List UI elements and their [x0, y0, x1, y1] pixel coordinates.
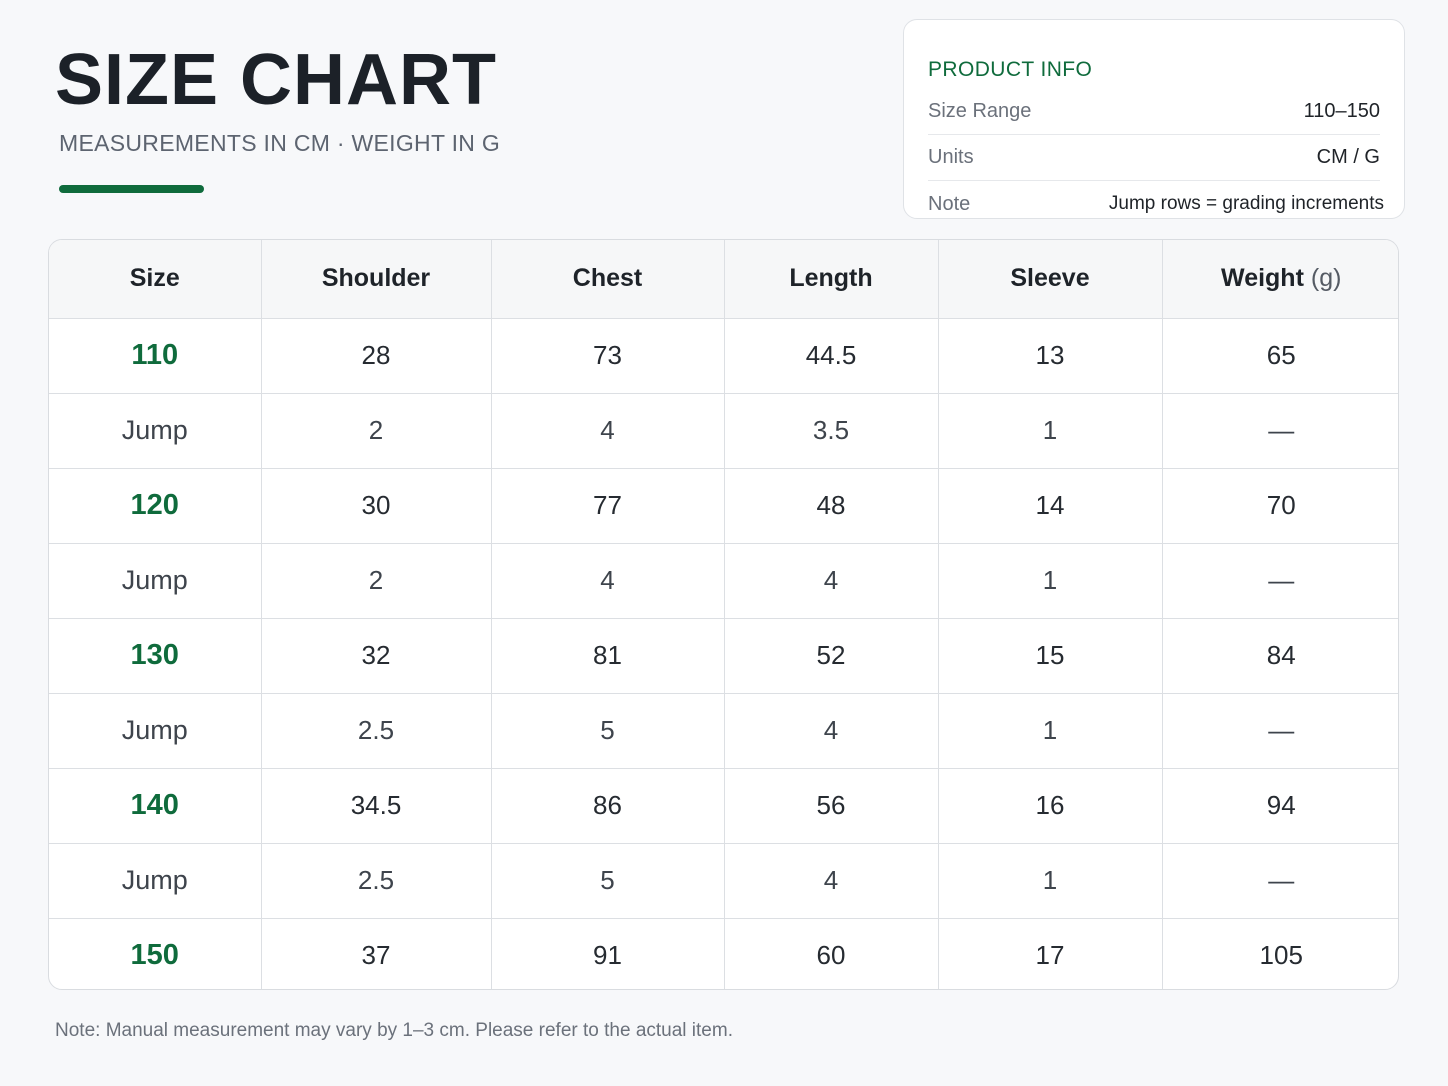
cell-weight: 94 — [1162, 768, 1398, 844]
cell-shoulder: 28 — [261, 318, 492, 394]
table-row-size: 140 34.5 86 56 16 94 — [49, 768, 1398, 844]
page-title: SIZE CHART — [55, 40, 497, 120]
cell-size: 150 — [49, 918, 262, 989]
cell-chest: 4 — [491, 543, 725, 619]
table-row-jump: Jump 2 4 4 1— — [49, 543, 1398, 619]
cell-chest: 4 — [491, 393, 725, 469]
info-row-units: Units CM / G — [928, 135, 1380, 181]
cell-sleeve: 16 — [938, 768, 1163, 844]
cell-shoulder: 32 — [261, 618, 492, 694]
accent-bar — [59, 185, 204, 193]
cell-sleeve: 15 — [938, 618, 1163, 694]
cell-length: 60 — [724, 918, 939, 989]
table-row-size: 120 30 77 48 14 70 — [49, 468, 1398, 544]
cell-size: Jump — [49, 843, 262, 919]
column-header-shoulder: Shoulder — [261, 240, 492, 319]
cell-shoulder: 2 — [261, 543, 492, 619]
cell-chest: 86 — [491, 768, 725, 844]
cell-weight: 105 — [1259, 940, 1303, 971]
cell-length: 56 — [724, 768, 939, 844]
page-subtitle: MEASUREMENTS IN CM · WEIGHT IN G — [59, 130, 501, 156]
cell-chest: 77 — [491, 468, 725, 544]
column-header-weight: Weight (g) — [1162, 240, 1398, 319]
cell-size: 140 — [49, 768, 262, 844]
info-row-note: Note Jump rows = grading increments — [928, 181, 1384, 227]
info-value: CM / G — [1316, 146, 1380, 168]
info-label: Units — [928, 146, 974, 168]
cell-chest: 91 — [491, 918, 725, 989]
cell-size: 120 — [49, 468, 262, 544]
cell-weight: — — [1162, 843, 1398, 919]
weight-header-label: Weight — [1221, 264, 1304, 293]
cell-sleeve: 1 — [938, 693, 1163, 769]
cell-chest: 5 — [491, 843, 725, 919]
info-label: Note — [928, 192, 971, 215]
table-row-jump: Jump 2.5 5 4 1— — [49, 843, 1398, 919]
cell-length: 3.5 — [724, 393, 939, 469]
column-header-size: Size — [49, 240, 262, 319]
cell-shoulder: 2.5 — [261, 843, 492, 919]
cell-length: 4 — [724, 693, 939, 769]
cell-chest: 81 — [491, 618, 725, 694]
info-row-size-range: Size Range 110–150 — [928, 89, 1380, 135]
info-label: Size Range — [928, 100, 1032, 122]
cell-size: Jump — [49, 693, 262, 769]
info-value: Jump rows = grading increments — [1108, 193, 1384, 214]
column-header-length: Length — [724, 240, 939, 319]
cell-weight: 65 — [1162, 318, 1398, 394]
cell-weight: — — [1162, 543, 1398, 619]
cell-length: 44.5 — [724, 318, 939, 394]
cell-size: Jump — [49, 393, 262, 469]
table-row-jump: Jump 2 4 3.5 1— — [49, 393, 1398, 469]
table-header-row: Size Shoulder Chest Length Sleeve Weight… — [49, 240, 1398, 319]
cell-chest: 5 — [491, 693, 725, 769]
cell-size: 130 — [49, 618, 262, 694]
cell-sleeve: 1 — [938, 393, 1163, 469]
cell-chest: 73 — [491, 318, 725, 394]
cell-length: 4 — [724, 843, 939, 919]
cell-weight: 84 — [1162, 618, 1398, 694]
cell-weight: 70 — [1162, 468, 1398, 544]
cell-size: Jump — [49, 543, 262, 619]
cell-shoulder: 2.5 — [261, 693, 492, 769]
cell-shoulder: 34.5 — [261, 768, 492, 844]
footnote: Note: Manual measurement may vary by 1–3… — [55, 1020, 733, 1041]
info-value: 110–150 — [1303, 100, 1380, 122]
size-table-container: Size Shoulder Chest Length Sleeve Weight… — [48, 239, 1399, 990]
cell-sleeve: 14 — [938, 468, 1163, 544]
cell-shoulder: 37 — [261, 918, 492, 989]
cell-weight: — — [1162, 693, 1398, 769]
product-info-heading: PRODUCT INFO — [928, 58, 1093, 81]
table-row-size: 130 32 81 52 15 84 — [49, 618, 1398, 694]
cell-length: 48 — [724, 468, 939, 544]
table-row-size: 110 28 73 44.5 13 65 — [49, 318, 1398, 394]
cell-length: 4 — [724, 543, 939, 619]
cell-shoulder: 30 — [261, 468, 492, 544]
cell-length: 52 — [724, 618, 939, 694]
cell-sleeve: 17 — [938, 918, 1163, 989]
column-header-sleeve: Sleeve — [938, 240, 1163, 319]
table-row-size: 150 37 91 60 17 105 — [49, 918, 1398, 989]
table-row-jump: Jump 2.5 5 4 1— — [49, 693, 1398, 769]
cell-size: 110 — [49, 318, 262, 394]
cell-sleeve: 1 — [938, 843, 1163, 919]
column-header-chest: Chest — [491, 240, 725, 319]
cell-weight: — — [1162, 393, 1398, 469]
cell-shoulder: 2 — [261, 393, 492, 469]
product-info-card: PRODUCT INFO Size Range 110–150 Units CM… — [903, 19, 1405, 219]
cell-sleeve: 13 — [938, 318, 1163, 394]
size-table: Size Shoulder Chest Length Sleeve Weight… — [49, 240, 1398, 989]
weight-header-unit: (g) — [1310, 264, 1342, 293]
cell-sleeve: 1 — [938, 543, 1163, 619]
